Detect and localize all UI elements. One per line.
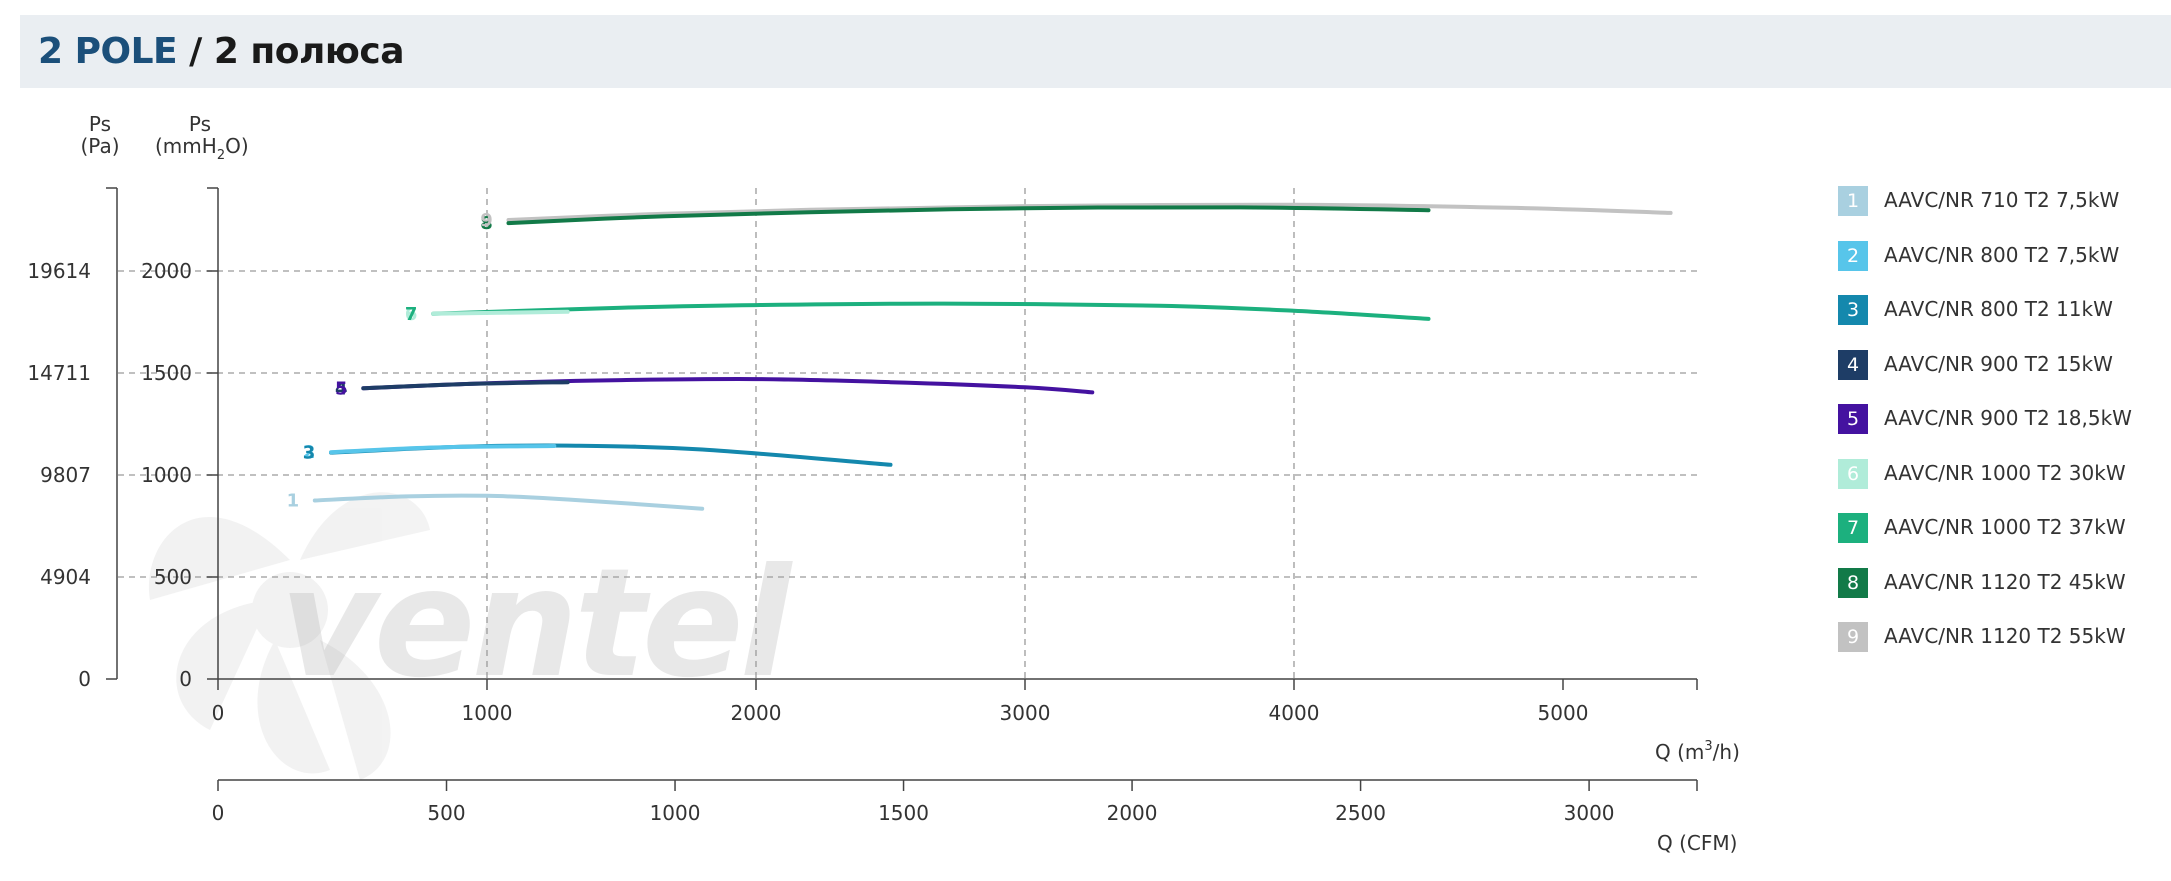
legend-item-2: 2 AAVC/NR 800 T2 7,5kW: [1838, 240, 2158, 271]
y-axis-mm-tick-label: 1000: [141, 463, 192, 487]
y-axis-mm-title-main: (mmH: [155, 134, 217, 158]
y-axis-mm-tick-label: 1500: [141, 361, 192, 385]
grid: [118, 188, 1697, 679]
legend-swatch: 4: [1838, 349, 1868, 380]
legend-swatch: 9: [1838, 622, 1868, 652]
series-line-2: [329, 444, 557, 455]
legend-swatch: 2: [1838, 240, 1868, 271]
legend-swatch: 5: [1838, 404, 1868, 434]
x-axis-cfm-title: Q (CFM): [1657, 831, 1737, 855]
legend-item-8: 8 AAVC/NR 1120 T2 45kW: [1838, 567, 2158, 598]
series-lines: [312, 202, 1673, 511]
y-axis-mm-tick-label: 500: [154, 565, 192, 589]
legend-swatch: 3: [1838, 295, 1868, 325]
legend-item-7: 7 AAVC/NR 1000 T2 37kW: [1838, 513, 2158, 543]
legend-label: AAVC/NR 1120 T2 45kW: [1884, 569, 2126, 594]
series-line-7: [431, 301, 1431, 321]
series-line-4: [361, 380, 570, 391]
legend-swatch: 7: [1838, 513, 1868, 543]
legend-item-5: 5 AAVC/NR 900 T2 18,5kW: [1838, 404, 2158, 434]
series-id-label-8: 8: [480, 213, 493, 234]
legend-item-9: 9 AAVC/NR 1120 T2 55kW: [1838, 622, 2158, 652]
series-line-1: [312, 493, 705, 511]
page-title: 2 POLE / 2 полюса: [38, 31, 405, 72]
series-line-6: [431, 309, 570, 316]
x-axis-cfm-tick-label: 3000: [1564, 801, 1615, 825]
y-axis-pa-tick-label: 19614: [27, 259, 91, 283]
legend-swatch: 1: [1838, 186, 1868, 216]
x-axis-cfm-tick-label: 500: [427, 801, 465, 825]
x-axis-cfm-tick-label: 2500: [1335, 801, 1386, 825]
series-id-labels: 1 23 45 67 89: [287, 210, 493, 512]
legend-item-1: 1 AAVC/NR 710 T2 7,5kW: [1838, 186, 2158, 216]
y-axis-mm-title-sub: 2: [217, 148, 225, 163]
legend-swatch: 8: [1838, 567, 1868, 598]
y-axis-pa-title-line1: Ps: [89, 112, 111, 136]
legend-label: AAVC/NR 800 T2 11kW: [1884, 297, 2113, 321]
title-main: 2 POLE: [38, 31, 178, 72]
legend-swatch: 6: [1838, 458, 1868, 489]
y-axis-pa-tick-label: 14711: [27, 361, 91, 385]
y-axis-mm-title-line1: Ps: [189, 112, 211, 136]
y-axis-mm-tick-label: 0: [179, 667, 192, 691]
x-axis-m3h-tick-label: 3000: [1000, 701, 1051, 725]
y-axis-mm-tick-label: 2000: [141, 259, 192, 283]
y-axis-pa-title-line2: (Pa): [80, 134, 119, 158]
series-id-label-3: 3: [303, 443, 316, 464]
legend-label: AAVC/NR 1000 T2 37kW: [1884, 515, 2126, 539]
legend-label: AAVC/NR 1120 T2 55kW: [1884, 624, 2126, 648]
x-axis-cfm-tick-label: 1000: [650, 801, 701, 825]
legend-label: AAVC/NR 1000 T2 30kW: [1884, 460, 2126, 485]
x-axis-m3h-tick-label: 1000: [462, 701, 513, 725]
legend-label: AAVC/NR 900 T2 18,5kW: [1884, 406, 2132, 430]
x-axis-cfm-tick-label: 2000: [1107, 801, 1158, 825]
x-axis-cfm-tick-label: 1500: [878, 801, 929, 825]
series-line-8: [506, 205, 1431, 226]
series-line-9: [506, 202, 1673, 222]
series-id-label-2: 2: [303, 442, 316, 463]
header-bar: 2 POLE / 2 полюса: [20, 15, 2171, 88]
series-id-label-1: 1: [287, 491, 300, 512]
x-axis-m3h-title-sup: 3: [1704, 739, 1712, 754]
x-axis-m3h-title-main: Q (m: [1655, 740, 1704, 764]
legend-item-6: 6 AAVC/NR 1000 T2 30kW: [1838, 458, 2158, 489]
x-axis-m3h-title: Q (m3/h): [1655, 739, 1740, 764]
series-id-label-6: 6: [405, 304, 418, 325]
x-axis-m3h-tick-label: 0: [212, 701, 225, 725]
legend-item-4: 4 AAVC/NR 900 T2 15kW: [1838, 349, 2158, 380]
series-id-label-5: 5: [335, 378, 348, 399]
y-axis-pa-tick-label: 4904: [40, 565, 91, 589]
legend-label: AAVC/NR 710 T2 7,5kW: [1884, 188, 2120, 212]
series-id-label-9: 9: [480, 210, 493, 231]
title-sub: / 2 полюса: [189, 31, 405, 72]
series-id-label-7: 7: [405, 304, 418, 325]
y-axis-pa-tick-label: 0: [78, 667, 91, 691]
x-axis-m3h-tick-label: 4000: [1269, 701, 1320, 725]
x-axis-m3h-tick-label: 2000: [731, 701, 782, 725]
y-axis-mm-title-line2: (mmH2O): [155, 134, 249, 163]
y-axis-mm-title-end: O): [225, 134, 249, 158]
legend-label: AAVC/NR 900 T2 15kW: [1884, 351, 2113, 376]
y-axis-pa-tick-label: 9807: [40, 463, 91, 487]
x-axis-cfm-tick-label: 0: [212, 801, 225, 825]
legend-item-3: 3 AAVC/NR 800 T2 11kW: [1838, 295, 2158, 325]
series-id-label-4: 4: [335, 378, 348, 399]
legend-label: AAVC/NR 800 T2 7,5kW: [1884, 242, 2120, 267]
x-axis-m3h-title-end: /h): [1713, 740, 1740, 764]
watermark-text: ventel: [280, 537, 794, 711]
x-axis-m3h-tick-label: 5000: [1538, 701, 1589, 725]
watermark-fan-icon: [148, 492, 430, 780]
